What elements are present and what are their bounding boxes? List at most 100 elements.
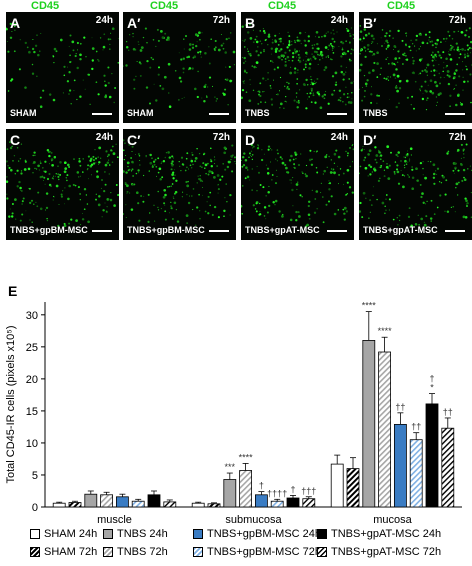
stain-speck: [78, 157, 81, 160]
stain-speck: [43, 180, 45, 182]
stain-speck: [62, 92, 64, 94]
stain-speck: [107, 153, 110, 157]
stain-speck: [196, 147, 198, 150]
stain-speck: [154, 158, 157, 161]
stain-speck: [241, 212, 244, 215]
stain-speck: [446, 210, 450, 213]
stain-speck: [178, 160, 180, 163]
stain-speck: [95, 50, 98, 53]
stain-speck: [407, 161, 409, 163]
stain-speck: [230, 158, 232, 161]
stain-speck: [275, 47, 277, 49]
y-axis-label: Total CD45-IR cells (pixels x10⁵): [5, 326, 17, 484]
stain-speck: [351, 98, 353, 100]
stain-speck: [367, 153, 370, 156]
stain-speck: [310, 81, 313, 84]
stain-speck: [163, 75, 167, 79]
stain-speck: [419, 33, 422, 36]
stain-speck: [90, 174, 93, 176]
stain-speck: [244, 23, 248, 27]
stain-speck: [224, 168, 227, 171]
stain-speck: [464, 49, 466, 51]
stain-speck: [430, 161, 432, 163]
panel-letter: D′: [363, 132, 377, 148]
stain-speck: [9, 208, 11, 210]
stain-speck: [173, 197, 175, 199]
stain-speck: [372, 37, 375, 40]
stain-speck: [305, 107, 308, 110]
stain-speck: [146, 42, 148, 44]
stain-speck: [186, 184, 190, 188]
stain-speck: [139, 164, 141, 166]
stain-speck: [342, 78, 345, 81]
stain-speck: [210, 165, 213, 168]
stain-speck: [148, 170, 150, 172]
stain-speck: [259, 184, 262, 186]
stain-speck: [170, 205, 173, 208]
stain-speck: [412, 56, 414, 59]
column-header-cd45: CD45: [387, 0, 416, 12]
stain-specks: [123, 139, 236, 226]
stain-speck: [196, 41, 198, 43]
stain-speck: [321, 53, 323, 55]
stain-speck: [39, 160, 41, 162]
stain-speck: [427, 160, 429, 162]
stain-speck: [77, 186, 80, 189]
stain-speck: [328, 180, 330, 182]
stain-speck: [313, 80, 316, 82]
stain-speck: [113, 204, 116, 207]
bar: [116, 496, 129, 508]
stain-speck: [106, 161, 110, 165]
stain-speck: [267, 35, 271, 38]
stain-speck: [140, 62, 142, 65]
stain-speck: [160, 30, 163, 33]
stain-speck: [333, 46, 336, 48]
stain-speck: [328, 188, 331, 191]
stain-speck: [263, 215, 266, 217]
stain-speck: [215, 100, 217, 102]
stain-speck: [104, 171, 106, 173]
significance-label: †: [429, 374, 434, 384]
stain-speck: [6, 28, 8, 31]
stain-speck: [363, 46, 366, 49]
stain-speck: [403, 52, 406, 55]
stain-speck: [107, 81, 110, 85]
stain-speck: [60, 195, 64, 198]
stain-speck: [87, 168, 89, 170]
stain-speck: [309, 149, 312, 152]
stain-speck: [364, 90, 366, 92]
stain-speck: [322, 221, 325, 224]
stain-speck: [168, 105, 172, 108]
stain-speck: [445, 37, 448, 40]
stain-speck: [123, 149, 125, 152]
stain-speck: [249, 23, 251, 26]
stain-speck: [386, 145, 390, 149]
stain-speck: [241, 96, 243, 100]
stain-speck: [233, 64, 235, 66]
stain-speck: [320, 192, 322, 194]
stain-speck: [263, 153, 265, 155]
stain-speck: [454, 166, 457, 170]
stain-texture: [241, 143, 354, 228]
legend-item: TNBS+gpAT-MSC 72h: [317, 545, 441, 559]
stain-speck: [6, 41, 8, 43]
stain-speck: [65, 177, 68, 179]
stain-speck: [291, 44, 293, 46]
stain-speck: [316, 42, 319, 46]
stain-speck: [58, 204, 60, 205]
stain-speck: [269, 147, 272, 149]
stain-speck: [104, 163, 108, 167]
stain-speck: [244, 177, 247, 180]
stain-speck: [424, 176, 427, 180]
stain-speck: [360, 63, 363, 67]
stain-speck: [279, 37, 282, 40]
stain-speck: [255, 50, 258, 53]
stain-speck: [44, 170, 47, 174]
stain-speck: [295, 219, 298, 222]
stain-speck: [421, 41, 425, 45]
stain-speck: [283, 107, 285, 109]
stain-speck: [301, 195, 303, 198]
stain-speck: [79, 57, 82, 61]
stain-speck: [164, 156, 167, 159]
stain-speck: [294, 167, 296, 169]
